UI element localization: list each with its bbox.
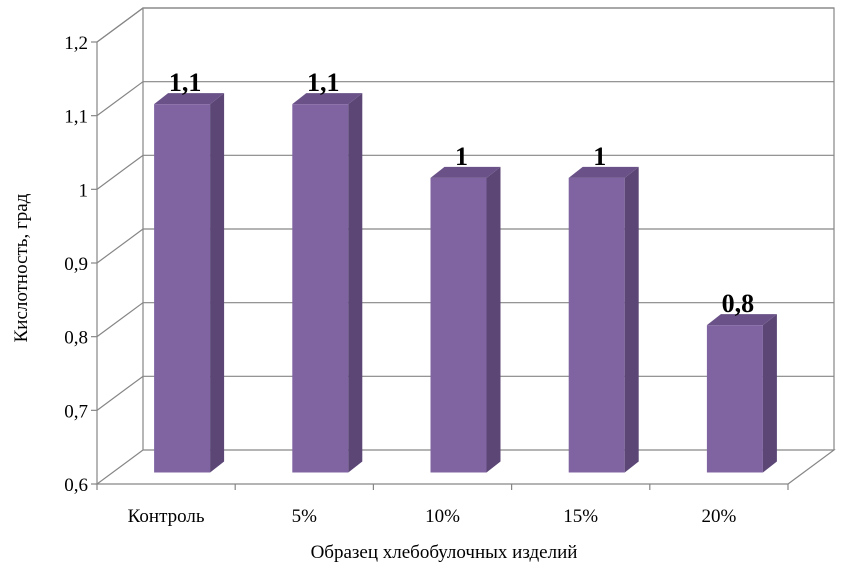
data-label: 1,1 bbox=[169, 68, 202, 97]
data-label: 0,8 bbox=[722, 289, 755, 318]
y-axis-ticks: 0,6 0,7 0,8 0,9 1 1,1 1,2 bbox=[64, 33, 789, 496]
bar-top bbox=[568, 166, 639, 178]
gridlines bbox=[96, 7, 834, 411]
bar-side bbox=[624, 166, 639, 473]
bar-side bbox=[348, 93, 363, 473]
bars bbox=[154, 93, 777, 473]
gridline bbox=[96, 7, 834, 43]
bar-front bbox=[568, 177, 625, 473]
x-category-label: 20% bbox=[701, 506, 736, 527]
bar-front bbox=[154, 104, 211, 473]
bar-top bbox=[430, 166, 501, 178]
bar bbox=[430, 166, 501, 473]
x-category-label: 10% bbox=[425, 506, 460, 527]
bar-front bbox=[292, 104, 349, 473]
bar-top bbox=[292, 93, 363, 105]
bar-side bbox=[762, 314, 777, 473]
x-axis-labels: Контроль 5% 10% 15% 20% bbox=[128, 506, 737, 527]
y-tick-label: 1,1 bbox=[64, 107, 88, 128]
data-label: 1 bbox=[455, 142, 468, 171]
gridline bbox=[96, 154, 834, 190]
bar-side bbox=[486, 166, 501, 473]
bar bbox=[706, 314, 777, 473]
x-category-label: 15% bbox=[563, 506, 598, 527]
y-tick-label: 1 bbox=[79, 180, 89, 201]
y-tick-label: 0,8 bbox=[64, 328, 88, 349]
bar-top bbox=[154, 93, 225, 105]
floor bbox=[95, 449, 836, 485]
bar bbox=[154, 93, 225, 473]
x-category-label: 5% bbox=[292, 506, 318, 527]
y-tick-label: 0,6 bbox=[64, 475, 88, 496]
bar bbox=[292, 93, 363, 473]
bar-top bbox=[706, 314, 777, 326]
data-label: 1,1 bbox=[307, 68, 340, 97]
bar-front bbox=[430, 177, 487, 473]
y-tick-label: 0,9 bbox=[64, 254, 88, 275]
bar-front bbox=[706, 325, 763, 473]
y-tick-label: 0,7 bbox=[64, 401, 88, 422]
gridline bbox=[96, 81, 834, 117]
x-category-label: Контроль bbox=[128, 506, 205, 527]
x-axis-title: Образец хлебобулочных изделий bbox=[311, 542, 578, 563]
y-tick-label: 1,2 bbox=[64, 33, 88, 54]
y-axis-title: Кислотность, град bbox=[11, 193, 32, 342]
data-labels: 1,1 1,1 1 1 0,8 bbox=[169, 68, 754, 318]
data-label: 1 bbox=[593, 142, 606, 171]
bar bbox=[568, 166, 639, 473]
bar-side bbox=[210, 93, 225, 473]
